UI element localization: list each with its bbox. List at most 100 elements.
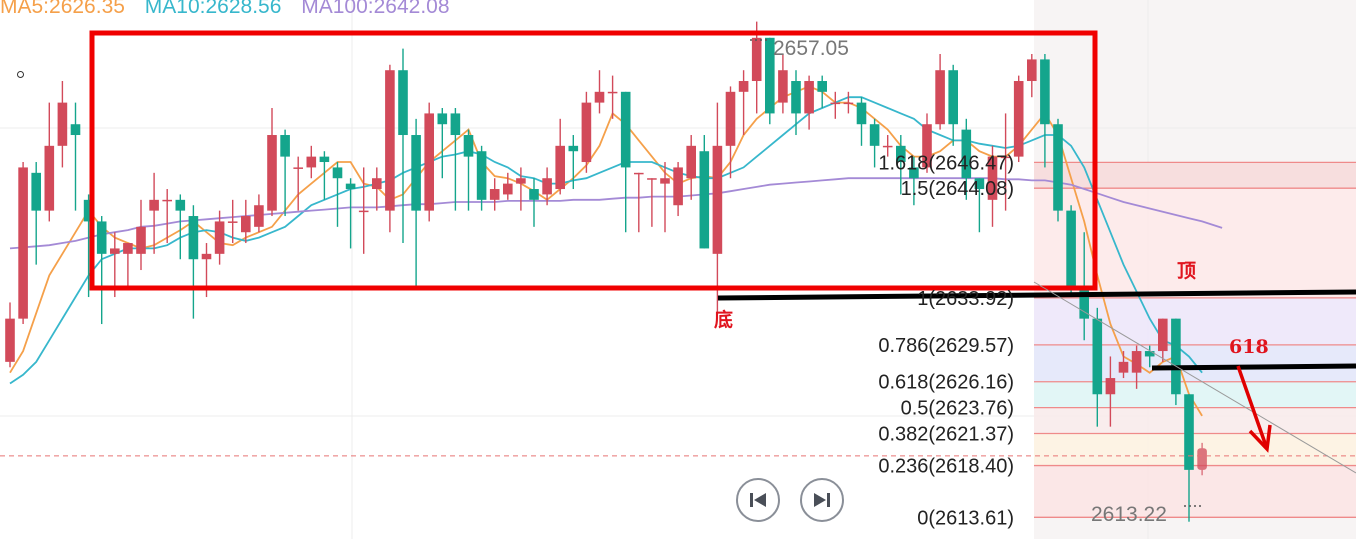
candle-body	[83, 199, 94, 222]
candle-body	[162, 199, 172, 202]
candle-body	[594, 91, 605, 103]
fib-zone	[1034, 433, 1356, 466]
candle	[57, 81, 68, 168]
candle	[31, 162, 41, 265]
fib-label-1.618: 1.618(2646.47)	[878, 152, 1014, 174]
fib-label-0.5: 0.5(2623.76)	[901, 398, 1014, 420]
candle	[227, 199, 238, 244]
candle	[882, 135, 893, 157]
top-annotation: 顶	[1177, 260, 1196, 282]
candle-body	[450, 113, 461, 136]
candle	[450, 108, 461, 211]
candle	[594, 70, 605, 114]
candle-body	[1158, 318, 1168, 352]
candle	[699, 135, 710, 249]
candle	[620, 91, 631, 233]
ma10-legend: MA10:2628.56	[144, 0, 282, 18]
candle	[1131, 345, 1142, 389]
candle-body	[581, 102, 592, 163]
candle	[83, 194, 94, 298]
candle-body	[227, 221, 238, 223]
candle	[411, 118, 421, 287]
candle	[869, 118, 880, 168]
candle-body	[725, 91, 736, 146]
candle-body	[922, 124, 932, 168]
candle-body	[463, 135, 474, 157]
candle-body	[673, 167, 683, 206]
candle-body	[1105, 378, 1116, 395]
candle	[1197, 442, 1207, 476]
candle-body	[201, 253, 212, 260]
candle	[1066, 205, 1076, 298]
candle-body	[110, 248, 120, 254]
candle	[1144, 345, 1155, 368]
candle-body	[385, 70, 395, 211]
candle-body	[96, 221, 107, 254]
candle-body	[555, 145, 565, 190]
candle-body	[1066, 210, 1076, 287]
candle-body	[1013, 81, 1024, 157]
candle-body	[778, 70, 788, 103]
candle-body	[70, 124, 81, 136]
fib-label-1: 1(2633.92)	[917, 288, 1014, 310]
candle	[804, 75, 814, 130]
next-button[interactable]	[800, 478, 844, 522]
candle-body	[909, 167, 919, 179]
candle-body	[607, 91, 618, 94]
candle	[843, 91, 854, 114]
candle	[424, 102, 434, 222]
candle-body	[1144, 351, 1155, 357]
candle	[1158, 318, 1168, 362]
candle-body	[489, 189, 500, 200]
candle	[385, 64, 395, 233]
candle	[149, 172, 159, 254]
candle	[437, 108, 448, 179]
candle	[791, 70, 801, 136]
candle-body	[332, 167, 343, 179]
marker-dot	[17, 71, 24, 78]
previous-button[interactable]	[736, 478, 780, 522]
candle	[896, 135, 906, 195]
candle-body	[896, 145, 906, 163]
candle	[738, 70, 749, 136]
candle	[974, 178, 985, 233]
candle	[1171, 318, 1181, 406]
candle-body	[542, 178, 552, 195]
arrow-shaft	[1236, 365, 1268, 447]
candle-body	[1092, 318, 1103, 395]
candle	[280, 129, 290, 217]
candle-body	[751, 37, 762, 82]
candle	[647, 178, 657, 227]
candle	[503, 172, 513, 200]
candle-body	[241, 216, 251, 233]
candle	[44, 102, 55, 222]
candle	[922, 113, 932, 173]
candle-body	[57, 102, 68, 146]
candle-body	[961, 129, 972, 179]
ma5-legend: MA5:2626.35	[0, 0, 125, 18]
skip-forward-icon	[814, 493, 830, 507]
candle-body	[1053, 124, 1063, 211]
candle	[1184, 394, 1194, 522]
candle-body	[1040, 59, 1050, 125]
candle-body	[437, 113, 448, 125]
candle	[830, 91, 841, 119]
candle-body	[5, 318, 15, 362]
candle	[555, 118, 565, 195]
fib-zone	[1034, 188, 1356, 298]
candle	[162, 189, 172, 244]
candle-body	[856, 102, 867, 125]
candle	[778, 54, 788, 114]
candle	[293, 156, 303, 211]
candle	[568, 135, 579, 190]
candle	[948, 64, 958, 146]
candle	[1027, 54, 1037, 98]
candle-body	[660, 178, 670, 184]
candle	[319, 151, 330, 200]
candle	[96, 216, 107, 325]
candle	[1105, 356, 1116, 427]
candle-body	[620, 91, 631, 168]
candle	[332, 162, 343, 227]
candle-body	[1118, 361, 1129, 373]
fib-label-0.618: 0.618(2626.16)	[878, 372, 1014, 394]
